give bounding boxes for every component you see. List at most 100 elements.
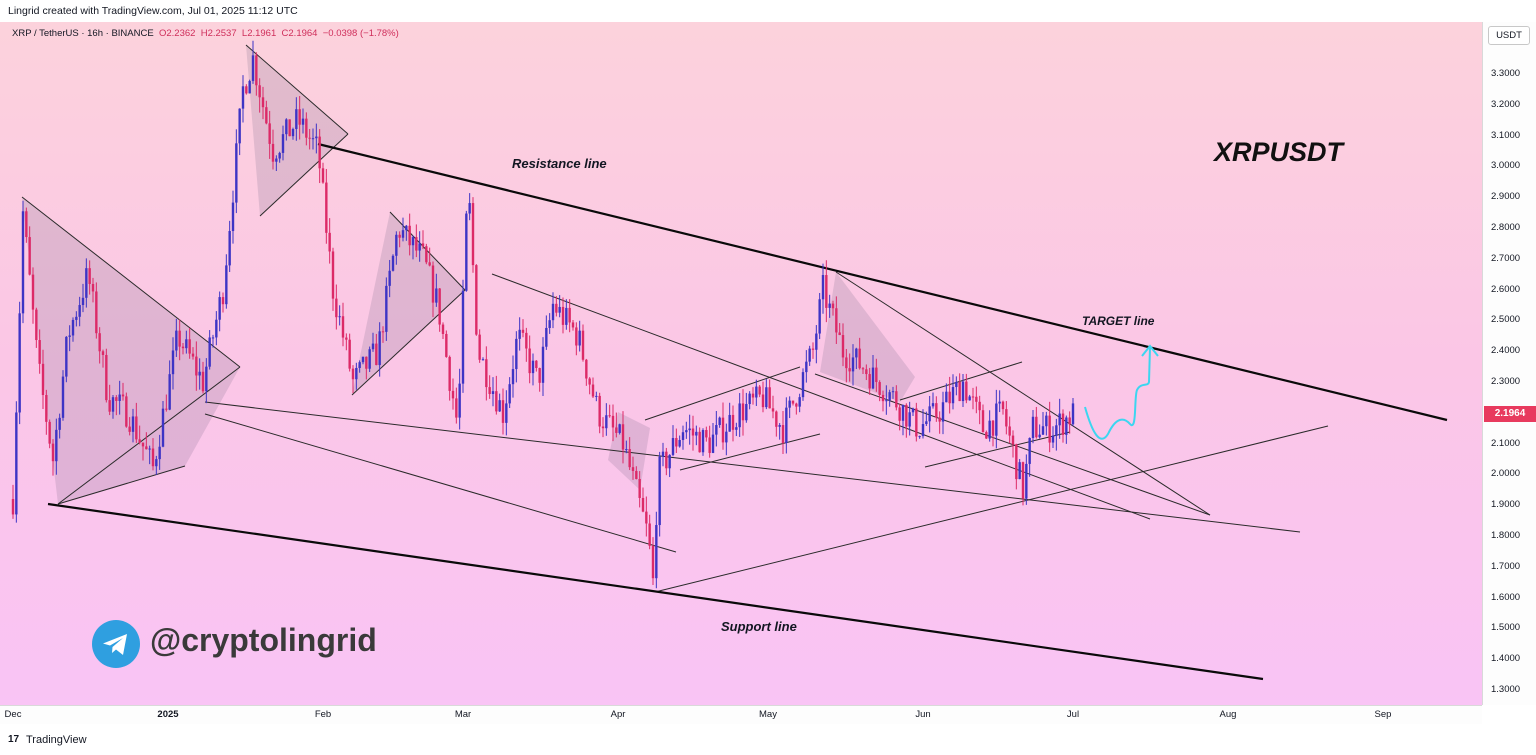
candle [665,447,668,476]
candle [101,349,105,368]
candle [81,283,85,313]
candle [538,367,541,392]
resistance-line [317,142,1448,422]
candle [115,395,118,416]
candle [1025,454,1028,505]
candle [508,377,511,409]
telegram-icon [92,620,140,668]
legend-open: O2.2362 [158,28,196,39]
candle [815,325,818,364]
candle [58,413,61,439]
candle [568,299,571,333]
candle [1068,411,1071,434]
currency-unit-button[interactable]: USDT [1488,26,1530,45]
price-tick-label: 1.4000 [1491,653,1521,665]
candle [458,368,461,430]
candle [455,387,458,424]
candle [765,378,768,410]
candle [978,395,981,425]
candle [165,394,168,412]
candle [208,330,211,370]
chart-plot-area[interactable]: XRP / TetherUS · 16h · BINANCE O2.2362 H… [0,22,1482,705]
support-line [47,502,1264,681]
candle [478,329,481,363]
legend-symbol: XRP / TetherUS · 16h · BINANCE [12,28,154,39]
candle [795,402,798,415]
candle [441,322,445,339]
candle [975,386,978,414]
candle [735,422,738,437]
candle [588,377,591,395]
candle [175,318,178,357]
candle [451,378,455,410]
pattern-shading [22,45,915,504]
candle [391,254,395,272]
price-tick-label: 2.9000 [1491,191,1521,203]
candle [241,75,245,123]
candle [518,317,521,351]
candle [865,364,868,381]
candle [561,297,565,334]
time-tick-label: Feb [314,709,332,720]
price-tick-label: 2.6000 [1491,283,1521,295]
candle [821,263,825,314]
candle [325,168,328,244]
candle [768,379,771,409]
candle [201,361,205,394]
candle [191,347,195,360]
candle [188,327,191,359]
candle [551,292,555,329]
candle [405,224,408,241]
candle [275,155,278,171]
candle [1005,401,1008,435]
trendline [899,361,1023,401]
candle [331,247,335,311]
candle [541,337,545,396]
candle [751,387,755,405]
projection-arrow [1084,344,1159,440]
candle [78,296,81,327]
candle [971,387,975,410]
candle [678,435,681,448]
candle [891,386,895,399]
pennant-shade [246,45,348,216]
candle [601,417,605,438]
candle [691,415,695,451]
candle [381,326,385,343]
candle [1045,411,1048,436]
price-axis[interactable]: USDT 3.3000 3.2000 3.1000 3.0000 2.9000 2.800… [1482,22,1536,705]
candle [368,346,371,373]
time-tick-label: Aug [1219,709,1237,720]
candle [388,259,391,298]
price-tick-label: 2.0000 [1491,468,1521,480]
symbol-title: XRPUSDT [1214,137,1344,167]
time-axis[interactable]: Dec 2025 Feb Mar Apr May Jun Jul Aug Sep [0,705,1482,724]
telegram-plane-glyph [103,634,127,655]
candle [98,327,101,364]
candle [411,235,415,260]
candle [85,258,88,308]
candle [148,445,151,465]
candle [595,391,598,402]
chart-canvas[interactable] [0,22,1482,705]
candle [498,393,501,412]
candle [845,348,848,383]
candle [218,291,221,332]
candle [515,331,518,383]
legend-close: C2.1964 [281,28,318,39]
candle [1061,409,1065,443]
candle [738,393,741,437]
candle [708,425,711,458]
candle [485,346,488,401]
candle [781,410,785,455]
candle [731,405,735,442]
legend-low: L2.1961 [241,28,277,39]
time-tick-label: Sep [1374,709,1392,720]
candle [715,410,718,447]
candle [908,401,911,436]
candle [818,292,821,340]
candle [918,435,921,439]
candle [835,296,838,344]
candle [1051,426,1055,448]
candle [365,356,368,380]
